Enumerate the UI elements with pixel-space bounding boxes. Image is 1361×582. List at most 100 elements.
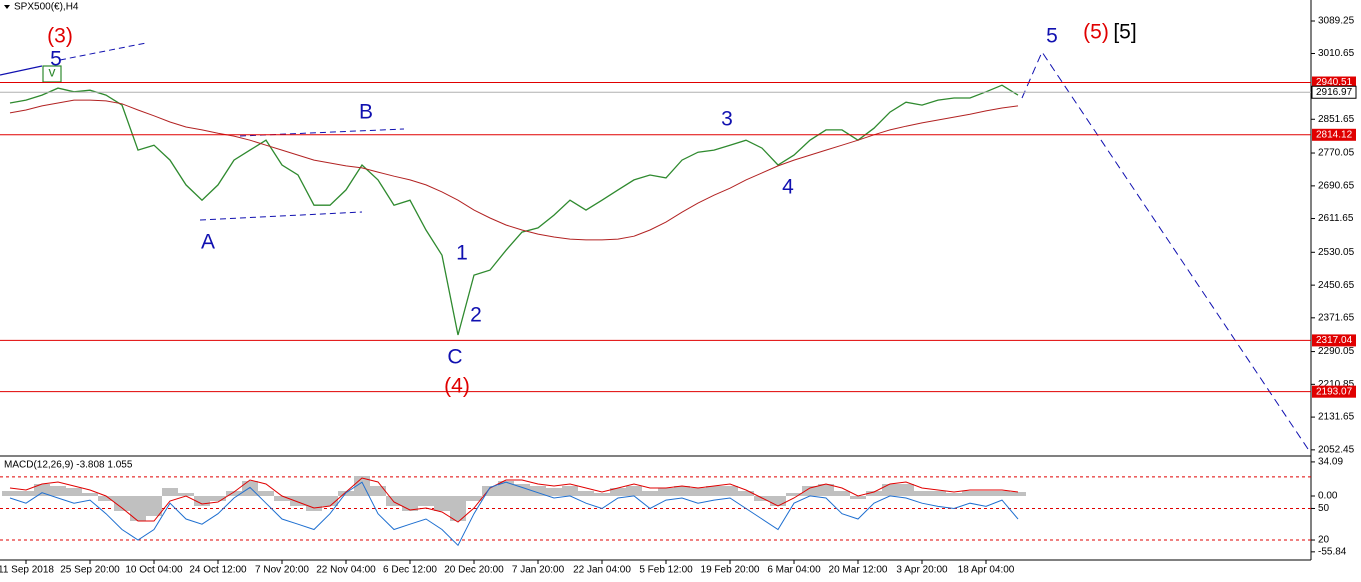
y-tick-label: 3010.65 <box>1318 48 1355 59</box>
y-tick-label: 2210.85 <box>1318 379 1355 390</box>
x-tick-label: 6 Dec 12:00 <box>383 565 437 576</box>
histogram-bar <box>642 491 658 496</box>
histogram-bar <box>802 486 818 496</box>
wave-label: 4 <box>782 176 794 199</box>
histogram-bar <box>322 496 338 506</box>
y2-tick-label: 20 <box>1318 535 1330 546</box>
histogram-bar <box>82 493 98 496</box>
histogram-bar <box>994 491 1010 496</box>
histogram-bar <box>418 496 434 506</box>
wave-label: 3 <box>721 108 733 131</box>
histogram-bar <box>34 484 50 496</box>
histogram-bar <box>130 496 146 521</box>
x-tick-label: 7 Nov 20:00 <box>255 565 309 576</box>
x-tick-label: 11 Sep 2018 <box>0 565 54 576</box>
wave-label: B <box>359 101 373 124</box>
histogram-bar <box>658 488 674 496</box>
oscillator-line <box>9 481 1019 547</box>
x-tick-label: 20 Dec 20:00 <box>444 565 504 576</box>
y-tick-label: -55.84 <box>1318 546 1347 557</box>
histogram-bar <box>306 496 322 511</box>
y-tick-label: 2611.65 <box>1318 213 1354 224</box>
wave-label: (5) <box>1083 21 1109 44</box>
x-tick-label: 19 Feb 20:00 <box>701 565 760 576</box>
histogram-bar <box>2 491 18 496</box>
histogram-bar <box>402 496 418 511</box>
histogram-bar <box>370 486 386 496</box>
histogram-bar <box>498 481 514 496</box>
level-label: 2193.07 <box>1316 386 1353 397</box>
histogram-bar <box>194 496 210 506</box>
histogram-bar <box>162 488 178 496</box>
y-tick-label: 2052.45 <box>1318 444 1355 455</box>
chart-title: SPX500(€),H4 <box>14 2 79 13</box>
histogram-bar <box>610 488 626 496</box>
histogram-bar <box>386 496 402 506</box>
histogram-bar <box>914 491 930 496</box>
current-price-box <box>1311 85 1357 99</box>
wave-label: (4) <box>444 375 470 398</box>
current-price-label: 2916.97 <box>1316 87 1353 98</box>
level-label-box <box>1312 334 1356 347</box>
histogram-bar <box>210 496 226 501</box>
histogram-bar <box>818 484 834 496</box>
histogram-bar <box>850 496 866 499</box>
histogram-bar <box>98 496 114 501</box>
histogram-bar <box>866 491 882 496</box>
y-tick-label: 2690.65 <box>1318 181 1355 192</box>
histogram-bar <box>562 486 578 496</box>
x-tick-label: 6 Mar 04:00 <box>767 565 821 576</box>
wave-label: C <box>447 346 462 369</box>
y-tick-label: 3089.25 <box>1318 16 1355 27</box>
level-label: 2940.51 <box>1316 77 1353 88</box>
histogram-bar <box>594 493 610 496</box>
y2-tick-label: 50 <box>1318 503 1330 514</box>
histogram-bar <box>146 496 162 516</box>
histogram-bar <box>962 491 978 496</box>
x-tick-label: 20 Mar 12:00 <box>829 565 888 576</box>
level-label: 2814.12 <box>1316 129 1353 140</box>
histogram-bar <box>690 488 706 496</box>
histogram-bar <box>482 486 498 496</box>
histogram-bar <box>546 488 562 496</box>
wave-label: 5 <box>1046 25 1058 48</box>
histogram-bar <box>258 491 274 496</box>
x-tick-label: 25 Sep 20:00 <box>60 565 120 576</box>
histogram-bar <box>834 491 850 496</box>
wave-label: 5 <box>50 48 62 71</box>
wave-label: v <box>49 64 56 80</box>
histogram-bar <box>738 491 754 496</box>
histogram-bar <box>290 496 306 506</box>
trend-line <box>199 211 363 221</box>
histogram-bar <box>770 496 786 506</box>
histogram-bar <box>930 491 946 496</box>
histogram-bar <box>114 496 130 511</box>
x-tick-label: 22 Nov 04:00 <box>316 565 376 576</box>
macd-title: MACD(12,26,9) -3.808 1.055 <box>4 460 133 471</box>
x-tick-label: 22 Jan 04:00 <box>573 565 631 576</box>
y-tick-label: 0.00 <box>1318 491 1338 502</box>
x-tick-label: 3 Apr 20:00 <box>896 565 948 576</box>
histogram-bar <box>178 493 194 496</box>
histogram-bar <box>434 496 450 511</box>
x-tick-label: 18 Apr 04:00 <box>958 565 1015 576</box>
histogram-bar <box>706 486 722 496</box>
wave-label: [5] <box>1113 21 1136 44</box>
signal-line <box>9 477 1019 523</box>
histogram-bar <box>50 486 66 496</box>
wave-label: (3) <box>47 25 73 48</box>
y-tick-label: 2851.65 <box>1318 114 1355 125</box>
histogram-bar <box>1010 492 1026 496</box>
x-tick-label: 7 Jan 20:00 <box>512 565 565 576</box>
y-tick-label: 34.09 <box>1318 457 1343 468</box>
histogram-bar <box>786 493 802 496</box>
histogram-bar <box>530 486 546 496</box>
wave-label: A <box>201 231 215 254</box>
histogram-bar <box>674 486 690 496</box>
histogram-bar <box>578 491 594 496</box>
wave-label: 1 <box>456 242 468 265</box>
level-label: 2317.04 <box>1316 335 1353 346</box>
histogram-bar <box>898 484 914 496</box>
level-label-box <box>1312 385 1356 398</box>
